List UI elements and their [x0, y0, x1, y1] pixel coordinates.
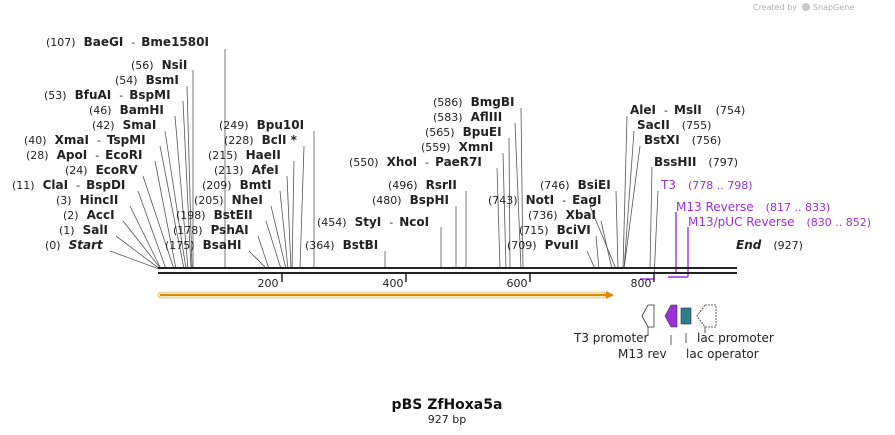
site-label: SacII (755): [637, 118, 711, 132]
site-label: (53) BfuAI - BspMI: [44, 88, 171, 102]
primer-label: M13/pUC Reverse (830 .. 852): [688, 215, 871, 229]
site-label: (480) BspHI: [372, 193, 449, 207]
site-label: (178) PshAI: [173, 223, 249, 237]
site-label-end: End (927): [736, 238, 803, 252]
feature-m13-rev: M13 rev: [618, 347, 667, 361]
site-label: (209) BmtI: [202, 178, 271, 192]
site-label: (175) BsaHI: [165, 238, 242, 252]
site-label: (565) BpuEI: [425, 125, 502, 139]
credit-brand: SnapGene: [813, 3, 854, 12]
site-label-start: (0) Start: [45, 238, 104, 252]
feature-leaders: [647, 327, 706, 345]
site-label: (56) NsiI: [131, 58, 187, 72]
site-label: (54) BsmI: [115, 73, 179, 87]
site-label: (28) ApoI - EcoRI: [26, 148, 142, 162]
tick-label-800: 800: [631, 277, 652, 290]
site-label: (24) EcoRV: [65, 163, 138, 177]
site-label: (46) BamHI: [89, 103, 164, 117]
tick-label-400: 400: [383, 277, 404, 290]
site-label: (205) NheI: [194, 193, 263, 207]
m13-rev-icon: [664, 304, 678, 328]
plasmid-length: 927 bp: [428, 413, 466, 426]
site-label: AleI - MslI (754): [630, 103, 745, 117]
primer-label: T3 (778 .. 798): [660, 178, 753, 192]
tick-label-200: 200: [258, 277, 279, 290]
axis-ticks: [281, 273, 655, 282]
site-label: (550) XhoI - PaeR7I: [349, 155, 482, 169]
site-label: (198) BstEII: [176, 208, 253, 222]
site-label: (746) BsiEI: [540, 178, 611, 192]
feature-lac-promoter: lac promoter: [697, 331, 774, 345]
site-label: (3) HincII: [56, 193, 118, 207]
site-label: (215) HaeII: [208, 148, 281, 162]
site-label: (213) AfeI: [214, 163, 279, 177]
site-label: BstXI (756): [644, 133, 721, 147]
orf-arrow: [157, 291, 614, 299]
site-label: (454) StyI - NcoI: [317, 215, 429, 229]
plasmid-title: pBS ZfHoxa5a: [392, 397, 503, 413]
site-label: (496) RsrII: [388, 178, 457, 192]
backbone: [158, 267, 737, 274]
site-label: (1) SalI: [59, 223, 108, 237]
credit-text: Created by: [753, 3, 797, 12]
site-label: (559) XmnI: [421, 140, 493, 154]
site-label: BssHII (797): [654, 155, 738, 169]
site-label: (42) SmaI: [92, 118, 156, 132]
feature-lac-operator: lac operator: [686, 347, 759, 361]
primer-label: M13 Reverse (817 .. 833): [676, 200, 830, 214]
site-label: (249) Bpu10I: [219, 118, 304, 132]
site-label: (107) BaeGI - Bme1580I: [46, 35, 209, 49]
site-label: (2) AccI: [63, 208, 115, 222]
snapgene-logo-icon: [802, 3, 810, 11]
feature-t3-promoter: T3 promoter: [573, 331, 649, 345]
site-label: (715) BciVI: [519, 223, 591, 237]
site-label: (11) ClaI - BspDI: [12, 178, 125, 192]
site-label: (736) XbaI: [528, 208, 596, 222]
site-label: (364) BstBI: [305, 238, 378, 252]
site-label: (583) AflIII: [433, 110, 502, 124]
site-label: (40) XmaI - TspMI: [24, 133, 146, 147]
site-label: (228) BclI *: [224, 133, 298, 147]
tick-label-600: 600: [507, 277, 528, 290]
t3-promoter-icon: [641, 304, 655, 328]
lac-promoter-icon: [696, 304, 717, 328]
site-label: (743) NotI - EagI: [488, 193, 601, 207]
site-label: (586) BmgBI: [433, 95, 514, 109]
site-label: (709) PvuII: [507, 238, 579, 252]
site-leader-lines: [109, 49, 659, 280]
lac-operator-icon: [680, 307, 692, 325]
